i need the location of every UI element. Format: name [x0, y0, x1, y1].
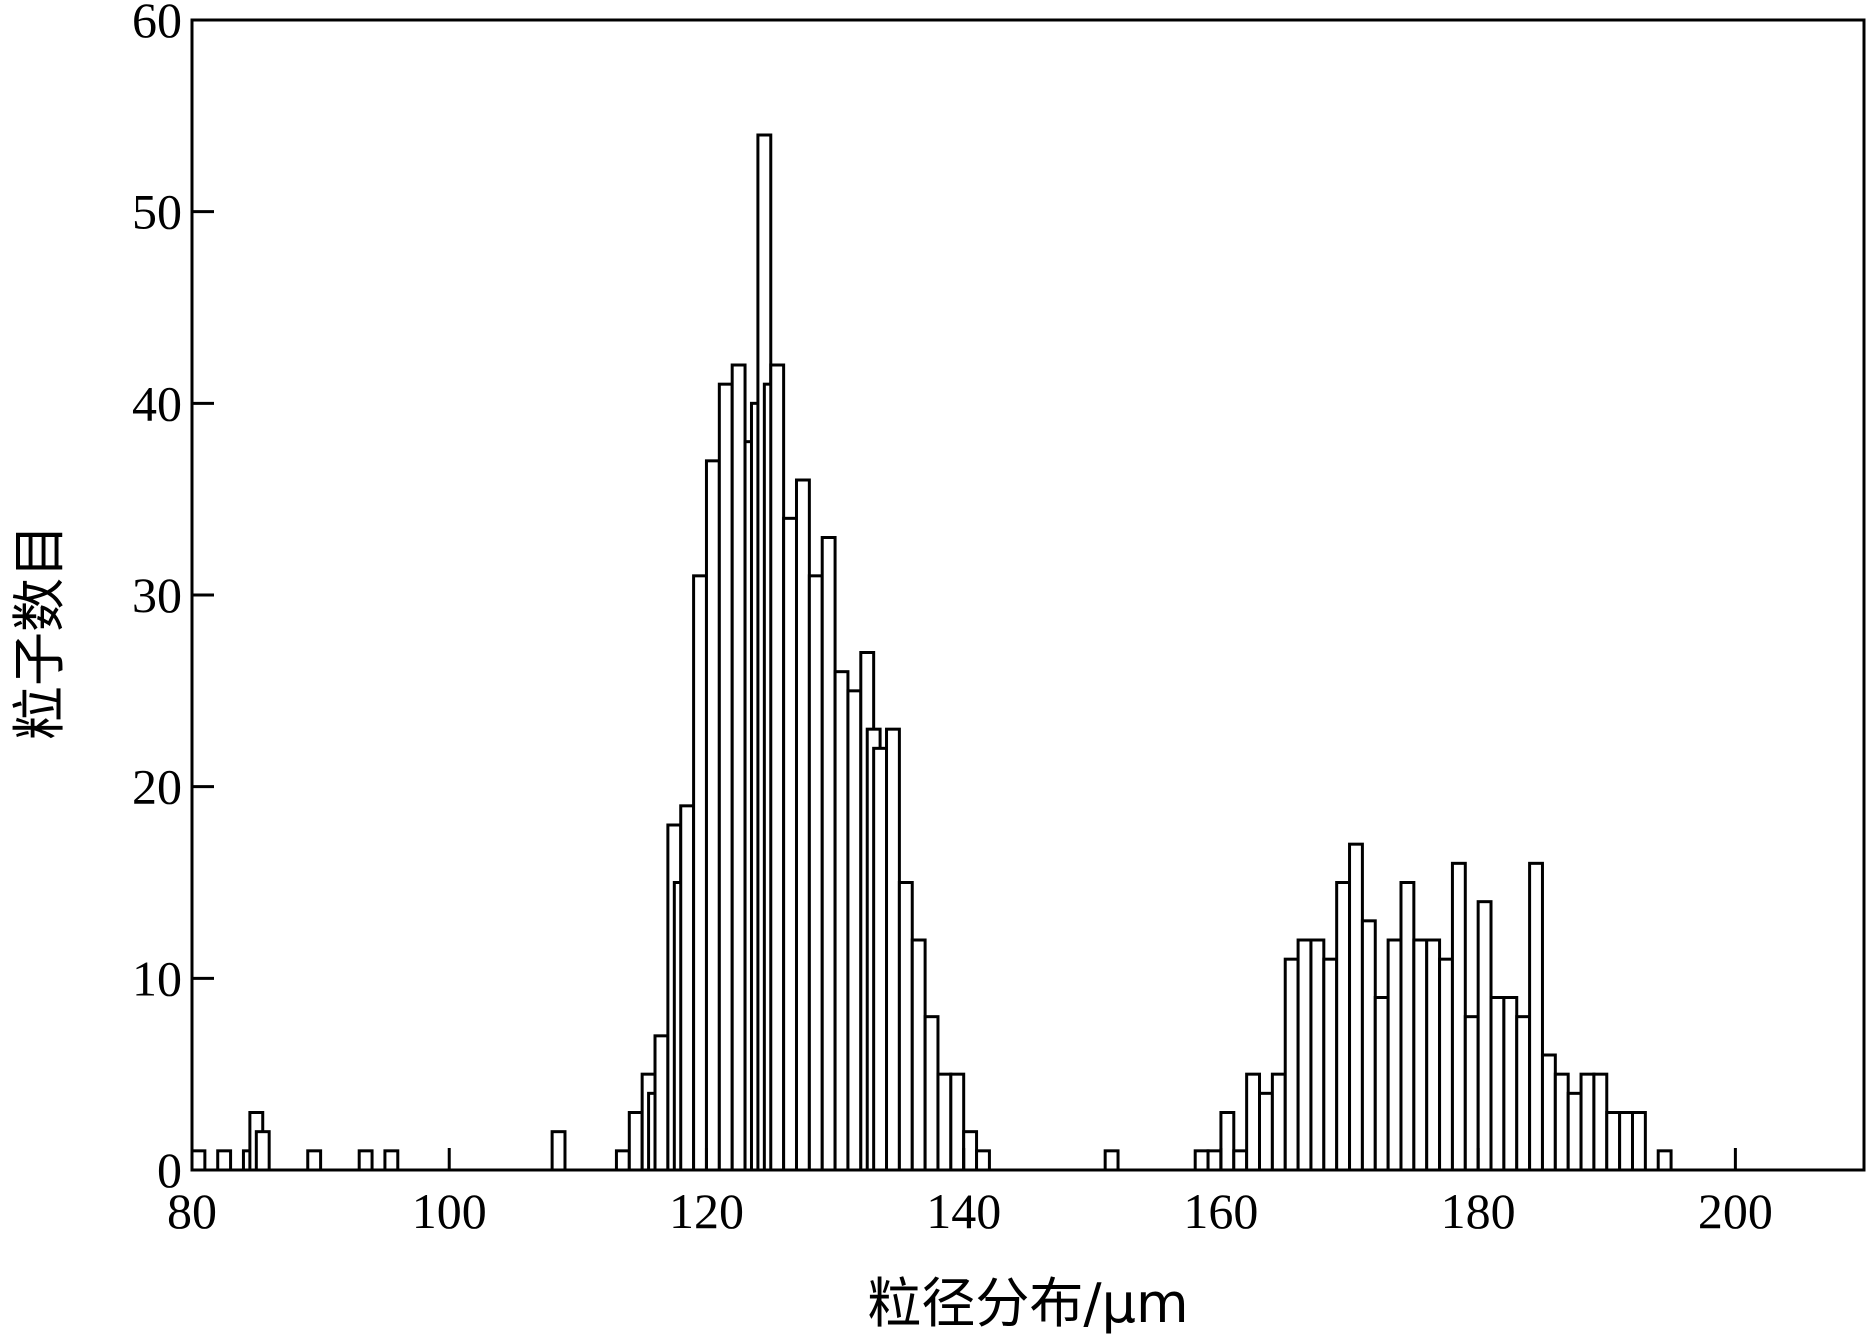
x-tick-label-180: 180 [1441, 1183, 1516, 1239]
bar-127 [794, 478, 811, 1172]
bar-95 [383, 1149, 400, 1172]
bar-178 [1450, 861, 1467, 1172]
bar-116 [653, 1034, 670, 1172]
bar-141 [975, 1149, 991, 1172]
x-tick-label-100: 100 [412, 1183, 487, 1239]
bar-151 [1103, 1149, 1120, 1172]
y-tick-label-60: 60 [132, 0, 182, 48]
bar-140 [962, 1130, 979, 1172]
bar-165 [1283, 957, 1300, 1172]
y-tick-label-10: 10 [132, 950, 182, 1006]
bar-113 [614, 1149, 631, 1172]
bar-114 [627, 1111, 644, 1172]
x-axis-tick-labels: 80 100 120 140 160 180 200 [167, 1183, 1773, 1239]
bar-119 [692, 574, 708, 1172]
bar-169 [1335, 881, 1352, 1172]
bar-128 [807, 574, 824, 1172]
bar-189 [1592, 1072, 1609, 1172]
bar-177 [1438, 957, 1454, 1172]
bar-191 [1618, 1111, 1634, 1172]
bar-176 [1425, 938, 1442, 1172]
axis-ticks [190, 18, 1737, 1172]
x-tick-label-200: 200 [1698, 1183, 1773, 1239]
bar-125 [769, 363, 786, 1172]
bar-129 [820, 536, 837, 1172]
bar-93 [357, 1149, 374, 1172]
bar-173 [1386, 938, 1403, 1172]
plot-frame [190, 18, 1866, 1172]
bar-166 [1296, 938, 1313, 1172]
bar-183 [1515, 1015, 1532, 1172]
bar-190 [1605, 1111, 1622, 1172]
bar-159 [1206, 1149, 1223, 1172]
bar-174 [1399, 881, 1416, 1172]
x-tick-label-160: 160 [1183, 1183, 1258, 1239]
bar-139 [949, 1072, 966, 1172]
bar-194 [1656, 1149, 1673, 1172]
y-axis-tick-labels: 0 10 20 30 40 50 60 [132, 0, 182, 1198]
bar-168 [1322, 957, 1339, 1172]
bar-170 [1348, 842, 1364, 1172]
y-axis-title: 粒子数目 [8, 524, 71, 740]
bar-138 [936, 1072, 953, 1172]
bar-164 [1270, 1072, 1287, 1172]
bar-180 [1476, 900, 1493, 1172]
histogram-bars [190, 133, 1673, 1172]
bar-179 [1463, 1015, 1480, 1172]
x-tick-label-140: 140 [926, 1183, 1001, 1239]
bar-163 [1258, 1091, 1274, 1172]
bar-121 [717, 382, 734, 1172]
x-tick-label-120: 120 [669, 1183, 744, 1239]
bar-172 [1373, 996, 1390, 1172]
bar-136 [910, 938, 927, 1172]
bar-182 [1502, 996, 1519, 1172]
bar-160 [1219, 1111, 1236, 1172]
bar-192 [1630, 1111, 1647, 1172]
bar-130 [833, 670, 850, 1172]
bar-85 [254, 1130, 271, 1172]
bar-161 [1232, 1149, 1249, 1172]
bar-185 [1540, 1053, 1557, 1172]
x-tick-label-80: 80 [167, 1183, 217, 1239]
x-axis-title: 粒径分布/μm [867, 1272, 1188, 1335]
bar-131 [846, 689, 863, 1172]
bar-171 [1360, 919, 1377, 1172]
y-tick-label-20: 20 [132, 759, 182, 815]
bar-126 [782, 516, 798, 1172]
bar-108 [550, 1130, 567, 1172]
bar-181 [1489, 996, 1506, 1172]
y-tick-label-0: 0 [157, 1142, 182, 1198]
bar-135 [897, 881, 914, 1172]
bar-118 [679, 804, 696, 1172]
bar-167 [1309, 938, 1326, 1172]
bar-133 [872, 746, 889, 1172]
y-tick-label-50: 50 [132, 184, 182, 240]
bar-134 [885, 727, 901, 1172]
bar-175 [1412, 938, 1429, 1172]
bar-186 [1553, 1072, 1570, 1172]
bar-158 [1193, 1149, 1210, 1172]
bar-188 [1579, 1072, 1596, 1172]
bar-89 [306, 1149, 323, 1172]
bar-122 [730, 363, 747, 1172]
bar-80 [190, 1149, 207, 1172]
bar-184 [1528, 861, 1544, 1172]
y-tick-label-30: 30 [132, 567, 182, 623]
bar-162 [1245, 1072, 1262, 1172]
bar-120 [704, 459, 721, 1172]
bar-82 [216, 1149, 233, 1172]
bar-187 [1566, 1091, 1583, 1172]
y-tick-label-40: 40 [132, 375, 182, 431]
bar-137 [923, 1015, 940, 1172]
